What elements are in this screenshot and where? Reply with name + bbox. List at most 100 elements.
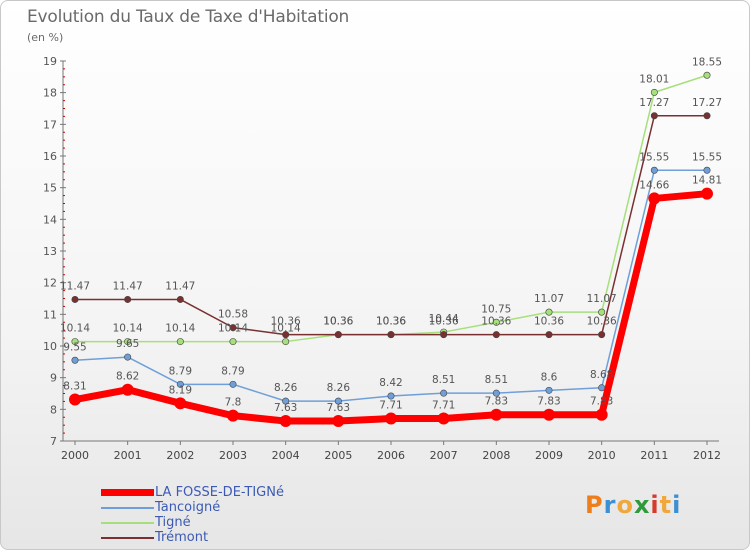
data-label: 7.63: [327, 402, 350, 414]
data-label: 8.68: [590, 369, 613, 381]
data-point: [176, 338, 184, 346]
y-tick-label: 12: [43, 277, 57, 290]
data-point: [332, 415, 345, 428]
data-label: 10.36: [323, 316, 353, 328]
data-point: [543, 408, 555, 421]
data-label: 15.55: [692, 151, 722, 163]
legend-label: Trémont: [155, 530, 209, 545]
y-tick-label: 16: [43, 150, 57, 163]
data-point: [650, 88, 658, 96]
data-label: 9.65: [116, 338, 139, 350]
data-point: [385, 412, 397, 425]
data-label: 8.26: [274, 382, 298, 394]
data-label: 11.47: [113, 280, 143, 292]
data-point: [545, 308, 553, 316]
y-tick-label: 8: [50, 403, 57, 416]
data-point: [334, 331, 342, 339]
data-label: 8.31: [63, 381, 86, 393]
y-tick-label: 18: [43, 87, 57, 100]
data-label: 10.36: [323, 316, 353, 328]
data-label: 18.01: [639, 73, 669, 85]
logo-letter: P: [585, 491, 604, 519]
data-label: 10.14: [218, 323, 248, 335]
legend-label: Tigné: [155, 515, 191, 530]
x-tick-label: 2010: [588, 449, 616, 462]
data-label: 7.71: [432, 400, 455, 412]
data-label: 10.14: [165, 323, 195, 335]
data-label: 17.27: [692, 97, 722, 109]
data-label: 15.55: [639, 151, 669, 163]
x-tick-label: 2006: [377, 449, 405, 462]
data-point: [648, 192, 661, 205]
data-label: 8.26: [327, 382, 351, 394]
data-label: 7.8: [225, 397, 242, 409]
data-point: [124, 338, 132, 346]
data-label: 10.14: [60, 323, 90, 335]
x-tick-label: 2009: [535, 449, 563, 462]
data-point: [174, 397, 187, 410]
data-point: [71, 338, 79, 346]
data-label: 8.79: [221, 365, 244, 377]
data-point: [227, 409, 239, 422]
proxiti-logo: Proxiti: [585, 491, 681, 519]
data-point: [121, 383, 134, 396]
data-point: [176, 380, 184, 388]
data-label: 14.81: [692, 175, 722, 187]
data-label: 7.83: [485, 396, 508, 408]
logo-letter: i: [672, 491, 682, 519]
logo-letter: t: [659, 491, 673, 519]
data-label: 10.36: [376, 316, 406, 328]
data-point: [124, 353, 132, 361]
data-point: [492, 389, 500, 397]
data-label: 7.71: [379, 400, 402, 412]
data-label: 7.83: [537, 396, 560, 408]
data-label: 11.07: [534, 293, 564, 305]
data-label: 8.79: [169, 365, 192, 377]
x-tick-label: 2007: [430, 449, 458, 462]
data-point: [701, 187, 713, 200]
y-tick-label: 13: [43, 245, 57, 258]
logo-letter: o: [616, 491, 634, 519]
data-point: [124, 295, 132, 303]
data-label: 8.6: [541, 371, 558, 383]
x-tick-label: 2003: [219, 449, 247, 462]
y-tick-label: 15: [43, 182, 57, 195]
x-tick-label: 2008: [482, 449, 510, 462]
data-point: [334, 397, 342, 405]
data-point: [229, 380, 237, 388]
data-label: 8.51: [432, 374, 455, 386]
data-point: [282, 331, 290, 339]
data-point: [492, 331, 500, 339]
legend-swatch: [101, 522, 154, 524]
data-point: [387, 392, 395, 400]
x-tick-label: 2004: [272, 449, 300, 462]
data-point: [703, 112, 711, 120]
data-point: [440, 389, 448, 397]
y-tick-label: 17: [43, 118, 57, 131]
data-label: 10.44: [429, 313, 459, 325]
data-point: [282, 397, 290, 405]
data-point: [703, 71, 711, 79]
x-tick-label: 2002: [166, 449, 194, 462]
data-point: [71, 295, 79, 303]
data-label: 10.14: [113, 323, 143, 335]
x-tick-label: 2000: [61, 449, 89, 462]
data-point: [279, 415, 292, 428]
data-point: [598, 331, 606, 339]
data-label: 10.36: [271, 316, 301, 328]
data-label: 18.55: [692, 56, 722, 68]
data-point: [387, 331, 395, 339]
legend-label: LA FOSSE-DE-TIGNé: [155, 485, 284, 500]
x-tick-label: 2005: [324, 449, 352, 462]
y-tick-label: 7: [50, 435, 57, 448]
legend-swatch: [101, 507, 154, 509]
data-label: 8.19: [169, 384, 192, 396]
data-label: 10.14: [271, 323, 301, 335]
data-label: 8.42: [379, 377, 402, 389]
data-label: 10.36: [429, 316, 459, 328]
data-point: [703, 166, 711, 174]
chart-subtitle: (en %): [27, 31, 64, 44]
data-point: [229, 324, 237, 332]
data-point: [490, 408, 503, 421]
